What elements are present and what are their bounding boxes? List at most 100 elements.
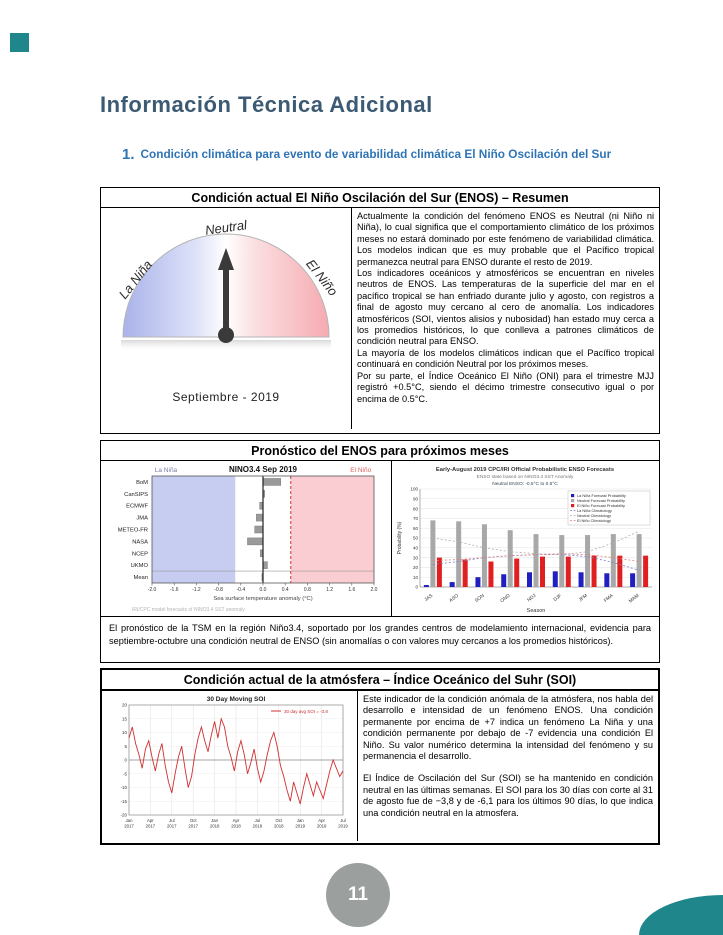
section-number: 1. — [122, 146, 135, 163]
svg-text:El Niño Forecast Probability: El Niño Forecast Probability — [577, 503, 625, 508]
svg-text:Apr: Apr — [147, 818, 154, 823]
svg-text:2019: 2019 — [338, 824, 348, 829]
svg-text:JMA: JMA — [136, 516, 148, 522]
svg-text:SON: SON — [474, 593, 486, 604]
svg-text:0.8: 0.8 — [304, 587, 311, 593]
svg-text:NDJ: NDJ — [526, 592, 538, 603]
soi-text: Este indicador de la condición anómala d… — [358, 691, 658, 841]
svg-text:ASO: ASO — [448, 593, 460, 604]
svg-text:La Niña Climatology: La Niña Climatology — [577, 508, 612, 513]
nino34-plume-chart: NINO3.4 Sep 2019 La Niña El Niño BoM CanSIPS… — [101, 461, 392, 616]
svg-text:-20: -20 — [120, 813, 127, 818]
svg-text:ENSO state based on NINO3.4 SS: ENSO state based on NINO3.4 SST Anomaly — [477, 474, 574, 480]
svg-text:La Niña: La Niña — [155, 467, 178, 474]
soi-chart: 30 Day Moving SOI Jan 2017 Apr 2017 Jul 2017 Oc… — [102, 691, 358, 841]
svg-text:BoM: BoM — [136, 480, 148, 486]
svg-text:Jul: Jul — [340, 818, 346, 823]
svg-text:El Niño: El Niño — [350, 467, 371, 474]
svg-text:NINO3.4 Sep 2019: NINO3.4 Sep 2019 — [229, 465, 298, 474]
svg-text:2019: 2019 — [295, 824, 305, 829]
svg-text:-0.4: -0.4 — [236, 587, 245, 593]
svg-text:Apr: Apr — [318, 818, 325, 823]
soi-box: Condición actual de la atmósfera – Índic… — [100, 668, 660, 845]
svg-text:Jan: Jan — [125, 818, 133, 823]
svg-text:2017: 2017 — [124, 824, 134, 829]
svg-text:2018: 2018 — [274, 824, 284, 829]
page-title: Información Técnica Adicional — [100, 92, 433, 117]
paragraph: El Índice de Oscilación del Sur (SOI) se… — [363, 773, 653, 818]
svg-text:15: 15 — [121, 716, 127, 721]
svg-text:Season: Season — [527, 608, 546, 614]
svg-text:-10: -10 — [120, 785, 127, 790]
svg-text:La Niña Forecast Probability: La Niña Forecast Probability — [577, 493, 626, 498]
svg-text:-0.8: -0.8 — [214, 587, 223, 593]
svg-text:MAM: MAM — [628, 593, 641, 605]
svg-text:30: 30 — [413, 555, 419, 560]
svg-text:IRI/CPC model forecasts of NIN: IRI/CPC model forecasts of NINO3.4 SST a… — [132, 607, 245, 613]
paragraph: Por su parte, el Índice Oceánico El Niño… — [357, 370, 654, 404]
svg-text:2019: 2019 — [316, 824, 326, 829]
svg-text:1.6: 1.6 — [348, 587, 355, 593]
enso-gauge: Neutral La Niña El Niño — [111, 217, 341, 354]
svg-text:5: 5 — [124, 744, 127, 749]
enso-summary-box: Condición actual El Niño Oscilación del … — [100, 187, 660, 434]
svg-text:JAS: JAS — [423, 593, 434, 603]
enso-forecast-header: Pronóstico del ENOS para próximos meses — [101, 441, 659, 461]
svg-text:60: 60 — [413, 526, 419, 531]
svg-text:Oct: Oct — [189, 818, 196, 823]
svg-text:2017: 2017 — [145, 824, 155, 829]
svg-text:Neutral Forecast Probability: Neutral Forecast Probability — [577, 498, 625, 503]
corner-accent-square — [10, 33, 29, 52]
svg-text:2018: 2018 — [252, 824, 262, 829]
svg-text:OND: OND — [499, 593, 512, 605]
enso-summary-header: Condición actual El Niño Oscilación del … — [101, 188, 659, 208]
svg-text:0: 0 — [124, 758, 127, 763]
svg-text:2018: 2018 — [231, 824, 241, 829]
svg-text:JFM: JFM — [578, 593, 589, 603]
svg-text:2.0: 2.0 — [371, 587, 378, 593]
svg-text:Jul: Jul — [254, 818, 260, 823]
soi-header: Condición actual de la atmósfera – Índic… — [102, 670, 658, 691]
svg-text:NCEP: NCEP — [132, 551, 148, 557]
svg-text:Jan: Jan — [211, 818, 219, 823]
svg-text:2017: 2017 — [167, 824, 177, 829]
page-number-badge: 11 — [326, 863, 390, 927]
svg-text:ECMWF: ECMWF — [126, 504, 148, 510]
gauge-date-caption: Septiembre - 2019 — [172, 390, 280, 404]
svg-text:Probability (%): Probability (%) — [397, 521, 403, 554]
svg-text:El Niño Climatology: El Niño Climatology — [577, 518, 611, 523]
svg-text:Oct: Oct — [275, 818, 282, 823]
svg-text:10: 10 — [413, 575, 419, 580]
forecast-caption: El pronóstico de la TSM en la región Niñ… — [101, 616, 659, 651]
svg-text:UKMO: UKMO — [131, 563, 149, 569]
paragraph: La mayoría de los modelos climáticos ind… — [357, 347, 654, 370]
svg-text:20: 20 — [121, 703, 127, 708]
paragraph: Este indicador de la condición anómala d… — [363, 694, 653, 762]
svg-text:90: 90 — [413, 497, 419, 502]
svg-text:Apr: Apr — [232, 818, 239, 823]
paragraph: Los indicadores oceánicos y atmosféricos… — [357, 268, 654, 347]
svg-text:Neutral Climatology: Neutral Climatology — [577, 513, 611, 518]
svg-text:20: 20 — [413, 565, 419, 570]
svg-text:-1.2: -1.2 — [192, 587, 201, 593]
svg-text:Mean: Mean — [133, 575, 148, 581]
svg-text:0.4: 0.4 — [282, 587, 289, 593]
corner-accent-wedge — [639, 895, 723, 935]
svg-text:0.0: 0.0 — [260, 587, 267, 593]
svg-text:Jul: Jul — [169, 818, 175, 823]
section-heading: 1. Condición climática para evento de va… — [122, 147, 619, 162]
page-number: 11 — [347, 884, 369, 905]
svg-text:Jan: Jan — [296, 818, 304, 823]
svg-text:30 Day Moving SOI: 30 Day Moving SOI — [206, 696, 265, 703]
cpc-probability-chart: Early-August 2019 CPC/IRI Official Proba… — [392, 461, 658, 616]
svg-text:FMA: FMA — [603, 592, 615, 603]
svg-text:1.2: 1.2 — [326, 587, 333, 593]
svg-text:DJF: DJF — [552, 593, 563, 603]
svg-text:10: 10 — [121, 730, 127, 735]
svg-text:30 day avg SOI = -3.8: 30 day avg SOI = -3.8 — [284, 709, 328, 714]
svg-text:-2.0: -2.0 — [148, 587, 157, 593]
svg-text:NASA: NASA — [132, 539, 148, 545]
svg-text:Sea surface temperature anomal: Sea surface temperature anomaly (°C) — [213, 596, 312, 602]
svg-text:METEO-FR: METEO-FR — [118, 528, 148, 534]
